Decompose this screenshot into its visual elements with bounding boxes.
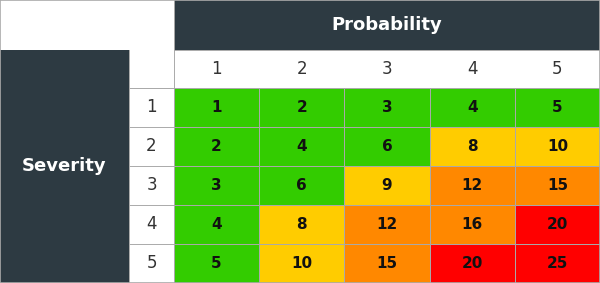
- Bar: [344, 127, 430, 166]
- Bar: [515, 244, 600, 283]
- Bar: [430, 244, 515, 283]
- Bar: [344, 88, 430, 127]
- Text: 12: 12: [461, 178, 483, 193]
- Text: 1: 1: [211, 100, 222, 115]
- Bar: [430, 88, 515, 127]
- Text: Severity: Severity: [22, 157, 107, 175]
- Bar: [259, 205, 344, 244]
- Text: 16: 16: [461, 217, 483, 232]
- Text: 2: 2: [296, 60, 307, 78]
- Text: 5: 5: [552, 100, 563, 115]
- Text: 4: 4: [146, 215, 157, 233]
- Bar: [515, 88, 600, 127]
- Text: 3: 3: [382, 60, 392, 78]
- Bar: [174, 50, 600, 88]
- Text: 8: 8: [467, 139, 478, 154]
- Bar: [0, 50, 129, 283]
- Bar: [174, 88, 259, 127]
- Text: 2: 2: [296, 100, 307, 115]
- Text: 4: 4: [467, 100, 478, 115]
- Bar: [515, 127, 600, 166]
- Text: 6: 6: [296, 178, 307, 193]
- Bar: [344, 205, 430, 244]
- Text: 3: 3: [382, 100, 392, 115]
- Bar: [129, 50, 174, 88]
- Bar: [344, 244, 430, 283]
- Bar: [259, 244, 344, 283]
- Bar: [515, 166, 600, 205]
- Text: 2: 2: [146, 137, 157, 155]
- Text: 10: 10: [291, 256, 313, 271]
- Bar: [174, 244, 259, 283]
- Bar: [259, 88, 344, 127]
- Text: 10: 10: [547, 139, 568, 154]
- Text: 3: 3: [146, 176, 157, 194]
- Text: 6: 6: [382, 139, 392, 154]
- Text: 12: 12: [376, 217, 398, 232]
- Bar: [515, 205, 600, 244]
- Text: 1: 1: [211, 60, 222, 78]
- Bar: [259, 127, 344, 166]
- Bar: [430, 205, 515, 244]
- Text: Probability: Probability: [332, 16, 442, 34]
- Bar: [259, 166, 344, 205]
- Bar: [174, 205, 259, 244]
- Bar: [430, 166, 515, 205]
- Text: 4: 4: [467, 60, 478, 78]
- Text: 8: 8: [296, 217, 307, 232]
- Text: 9: 9: [382, 178, 392, 193]
- Bar: [174, 0, 600, 50]
- Bar: [344, 166, 430, 205]
- Text: 1: 1: [146, 98, 157, 116]
- Text: 4: 4: [211, 217, 222, 232]
- Bar: [174, 127, 259, 166]
- Bar: [174, 166, 259, 205]
- Text: 15: 15: [547, 178, 568, 193]
- Text: 2: 2: [211, 139, 222, 154]
- Bar: [430, 127, 515, 166]
- Text: 5: 5: [552, 60, 563, 78]
- Text: 5: 5: [211, 256, 222, 271]
- Text: 20: 20: [461, 256, 483, 271]
- Bar: [0, 0, 174, 50]
- Text: 5: 5: [146, 254, 157, 273]
- Text: 15: 15: [376, 256, 398, 271]
- Text: 4: 4: [296, 139, 307, 154]
- Text: 20: 20: [547, 217, 568, 232]
- Text: 3: 3: [211, 178, 222, 193]
- Text: 25: 25: [547, 256, 568, 271]
- Bar: [129, 88, 174, 283]
